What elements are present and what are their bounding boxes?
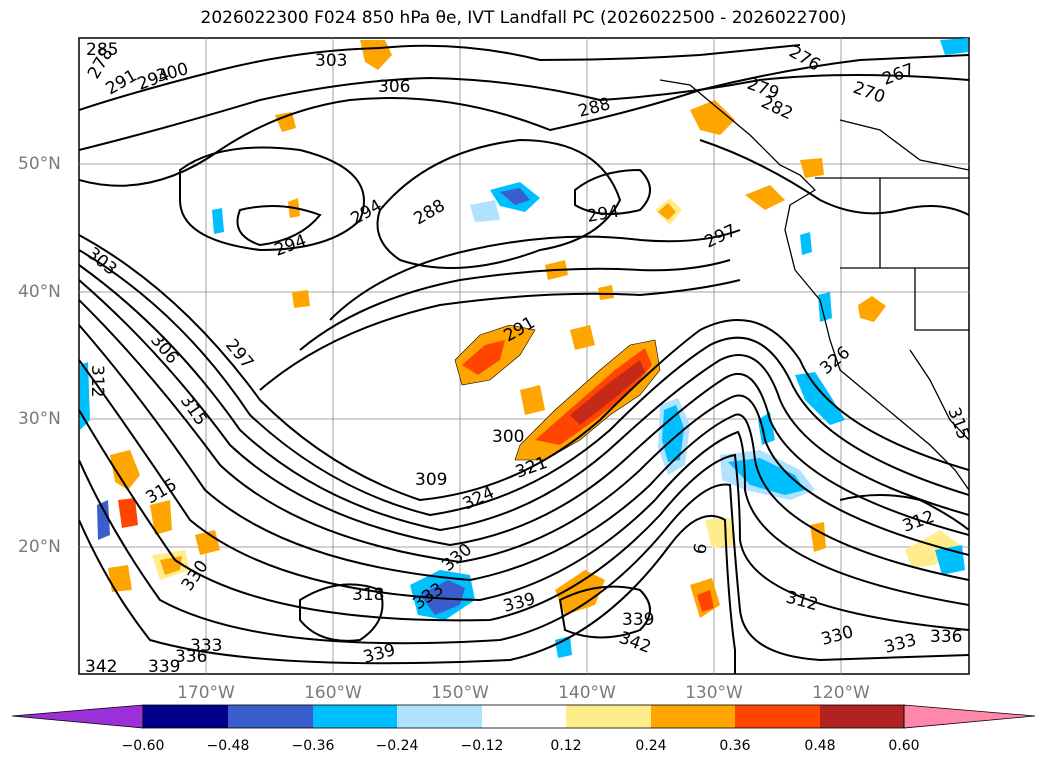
coastlines xyxy=(659,79,969,491)
colorbar-segment xyxy=(143,705,228,728)
contour-labels: 285 278 291 294 300 303 306 276 279 282 … xyxy=(83,40,969,677)
lon-label-160w: 160°W xyxy=(304,683,362,703)
colorbar-segment xyxy=(313,705,397,728)
contour-label: 339 xyxy=(148,657,180,677)
colorbar-tick-label: −0.48 xyxy=(206,738,250,754)
colorbar-tick-label: 0.60 xyxy=(888,738,920,754)
contour-label: 306 xyxy=(378,77,410,97)
colorbar-min-extend xyxy=(11,704,144,729)
colorbar-segment xyxy=(566,705,651,728)
contour-label: 312 xyxy=(87,365,107,397)
colorbar-segment xyxy=(228,705,313,728)
contour-label: 336 xyxy=(930,627,962,647)
map-frame xyxy=(78,37,970,675)
colorbar-segment xyxy=(735,705,820,728)
colorbar-segment xyxy=(397,705,482,728)
contour-label: 318 xyxy=(352,585,384,605)
lat-label-20n: 20°N xyxy=(18,537,61,557)
lon-label-150w: 150°W xyxy=(431,683,489,703)
colorbar-tick-label: −0.60 xyxy=(121,738,165,754)
colorbar-tick-label: 0.48 xyxy=(804,738,836,754)
colorbar-tick-label: 0.12 xyxy=(550,738,582,754)
colorbar-segment xyxy=(820,705,904,728)
contour-label: 300 xyxy=(492,427,524,447)
lon-label-120w: 120°W xyxy=(812,683,870,703)
contour-label: 303 xyxy=(315,51,347,71)
contour-label: 6 xyxy=(690,542,712,556)
contour-label: 342 xyxy=(85,657,117,677)
colorbar-tick-label: −0.36 xyxy=(291,738,335,754)
colorbar-segment xyxy=(482,705,566,728)
colorbar xyxy=(11,704,1036,729)
colorbar-tick-label: 0.24 xyxy=(635,738,667,754)
lat-label-40n: 40°N xyxy=(18,282,61,302)
colorbar-max-extend xyxy=(903,704,1036,729)
lon-label-130w: 130°W xyxy=(685,683,743,703)
lat-label-50n: 50°N xyxy=(18,154,61,174)
contour-label: 309 xyxy=(415,470,447,490)
contour-label: 339 xyxy=(622,610,654,630)
contour-label: 333 xyxy=(190,636,222,656)
colorbar-segment xyxy=(651,705,735,728)
lon-label-170w: 170°W xyxy=(177,683,235,703)
contour-label: 336 xyxy=(175,647,207,667)
lat-label-30n: 30°N xyxy=(18,409,61,429)
contour-label: 285 xyxy=(86,40,118,60)
colorbar-tick-label: −0.24 xyxy=(375,738,419,754)
positive-shading xyxy=(108,40,960,618)
map-title: 2026022300 F024 850 hPa θe, IVT Landfall… xyxy=(200,8,847,28)
colorbar-outline xyxy=(142,704,905,729)
lon-label-140w: 140°W xyxy=(558,683,616,703)
theta-e-contours xyxy=(79,44,969,674)
colorbar-tick-label: 0.36 xyxy=(719,738,751,754)
colorbar-tick-label: −0.12 xyxy=(460,738,504,754)
